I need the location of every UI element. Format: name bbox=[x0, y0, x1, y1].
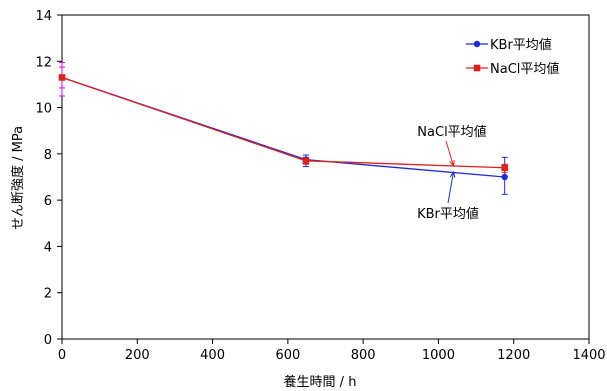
annotation-label: NaCl平均値 bbox=[417, 124, 486, 140]
x-tick-label: 0 bbox=[58, 348, 66, 363]
annotation-arrow bbox=[445, 140, 454, 167]
y-axis-title: せん断強度 / MPa bbox=[10, 126, 26, 230]
x-tick-label: 800 bbox=[351, 348, 376, 363]
x-tick-label: 1400 bbox=[572, 348, 605, 363]
annotation-arrowhead bbox=[449, 170, 456, 178]
y-tick-label: 4 bbox=[44, 240, 52, 255]
annotation-arrow bbox=[447, 171, 454, 204]
data-point bbox=[501, 173, 508, 181]
y-tick-label: 14 bbox=[35, 9, 52, 24]
x-tick-label: 1200 bbox=[497, 348, 530, 363]
annotation-label: KBr平均値 bbox=[417, 206, 479, 222]
legend: KBr平均値 NaCl平均値 bbox=[466, 37, 559, 77]
y-tick-label: 2 bbox=[44, 287, 52, 302]
legend-label: KBr平均値 bbox=[490, 37, 552, 53]
plot-frame bbox=[61, 14, 590, 340]
series-line-1 bbox=[61, 76, 505, 169]
x-tick-label: 200 bbox=[125, 348, 150, 363]
x-axis-title: 養生時間 / h bbox=[284, 374, 357, 390]
error-bars bbox=[59, 61, 508, 195]
legend-marker bbox=[473, 64, 481, 72]
y-tick-label: 6 bbox=[44, 194, 52, 209]
y-tick-label: 8 bbox=[44, 148, 52, 163]
data-point bbox=[302, 157, 310, 165]
legend-marker bbox=[473, 40, 481, 48]
x-tick-label: 600 bbox=[275, 348, 300, 363]
x-tick-label: 1000 bbox=[422, 348, 455, 363]
annotation-arrowhead bbox=[449, 159, 455, 168]
x-tick-label: 400 bbox=[200, 348, 225, 363]
y-tick-label: 12 bbox=[35, 55, 52, 70]
y-axis-ticks: 0 2 4 6 8 10 12 14 bbox=[35, 9, 62, 348]
y-tick-label: 10 bbox=[35, 102, 52, 117]
y-tick-label: 0 bbox=[44, 333, 52, 348]
annotations: NaCl平均値 KBr平均値 bbox=[417, 124, 487, 222]
series-layer bbox=[58, 74, 508, 181]
data-point bbox=[501, 164, 508, 172]
axes bbox=[61, 14, 590, 340]
data-point bbox=[58, 74, 66, 81]
legend-label: NaCl平均値 bbox=[490, 61, 559, 77]
x-axis-ticks: 0 200 400 600 800 1000 1200 1400 bbox=[58, 339, 606, 363]
